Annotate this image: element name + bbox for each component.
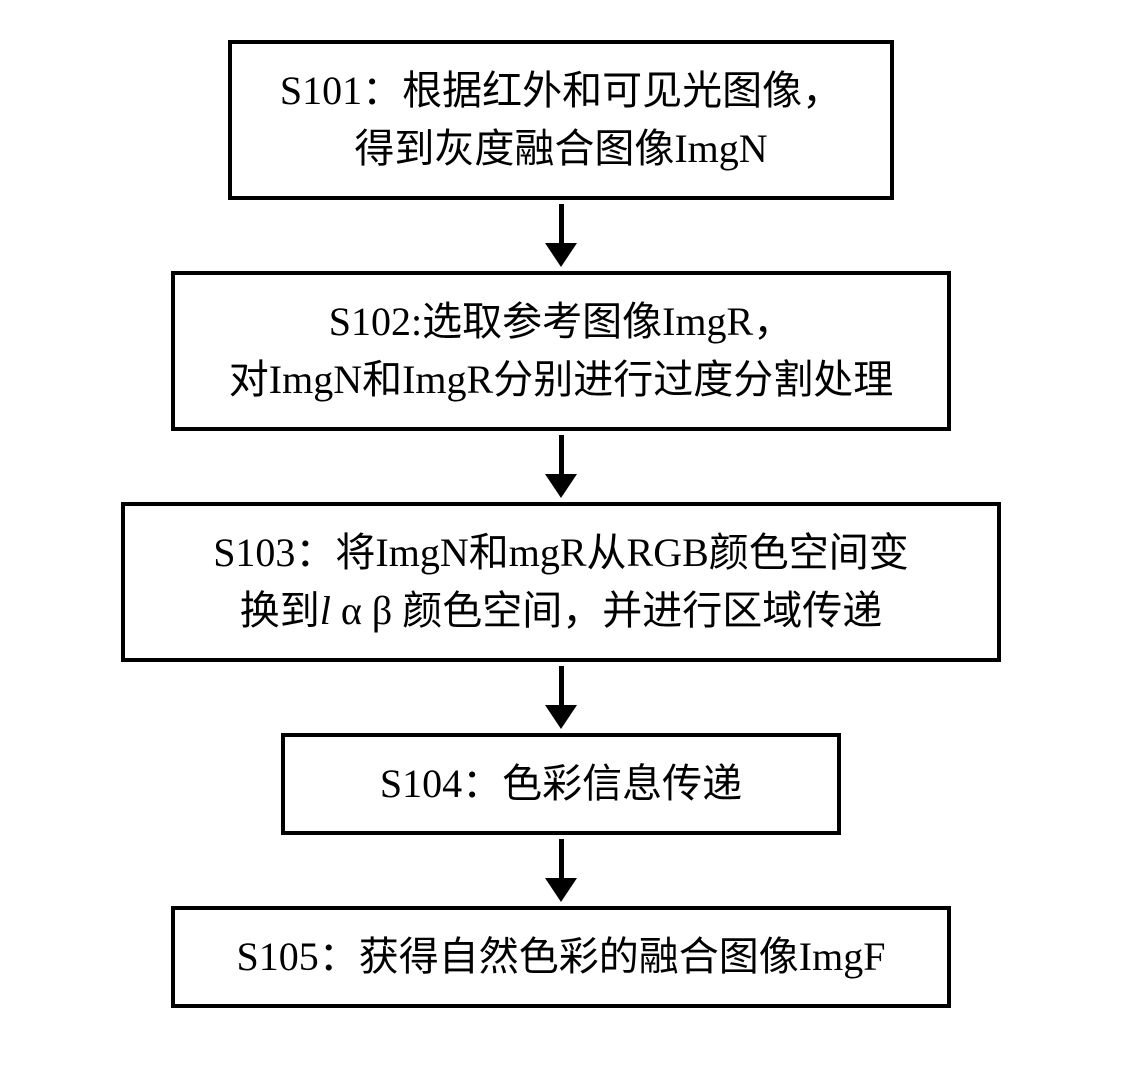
step-s102-line2: 对ImgN和ImgR分别进行过度分割处理: [203, 351, 919, 409]
step-s105-text: S105：获得自然色彩的融合图像ImgF: [203, 928, 919, 986]
alpha-symbol: α: [331, 588, 372, 633]
step-s102: S102:选取参考图像ImgR， 对ImgN和ImgR分别进行过度分割处理: [171, 271, 951, 431]
step-s103-line2-post: 颜色空间，并进行区域传递: [392, 588, 882, 633]
arrow-head-icon: [545, 474, 577, 498]
step-s101-line1: S101：根据红外和可见光图像，: [280, 62, 842, 120]
arrow-2: [545, 435, 577, 498]
arrow-head-icon: [545, 878, 577, 902]
step-s101: S101：根据红外和可见光图像， 得到灰度融合图像ImgN: [228, 40, 894, 200]
step-s103-line2: 换到l α β 颜色空间，并进行区域传递: [153, 582, 969, 640]
step-s103-line1: S103：将ImgN和mgR从RGB颜色空间变: [153, 524, 969, 582]
arrow-line: [559, 435, 564, 475]
arrow-4: [545, 839, 577, 902]
arrow-line: [559, 839, 564, 879]
step-s103-line2-pre: 换到: [240, 588, 320, 633]
step-s102-line1: S102:选取参考图像ImgR，: [203, 293, 919, 351]
arrow-3: [545, 666, 577, 729]
italic-l: l: [320, 588, 331, 633]
beta-symbol: β: [372, 588, 392, 633]
arrow-head-icon: [545, 243, 577, 267]
arrow-1: [545, 204, 577, 267]
flowchart-container: S101：根据红外和可见光图像， 得到灰度融合图像ImgN S102:选取参考图…: [121, 40, 1001, 1008]
step-s101-line2: 得到灰度融合图像ImgN: [280, 120, 842, 178]
arrow-head-icon: [545, 705, 577, 729]
step-s103: S103：将ImgN和mgR从RGB颜色空间变 换到l α β 颜色空间，并进行…: [121, 502, 1001, 662]
arrow-line: [559, 666, 564, 706]
step-s104: S104：色彩信息传递: [281, 733, 841, 835]
step-s104-text: S104：色彩信息传递: [333, 755, 789, 813]
step-s105: S105：获得自然色彩的融合图像ImgF: [171, 906, 951, 1008]
arrow-line: [559, 204, 564, 244]
